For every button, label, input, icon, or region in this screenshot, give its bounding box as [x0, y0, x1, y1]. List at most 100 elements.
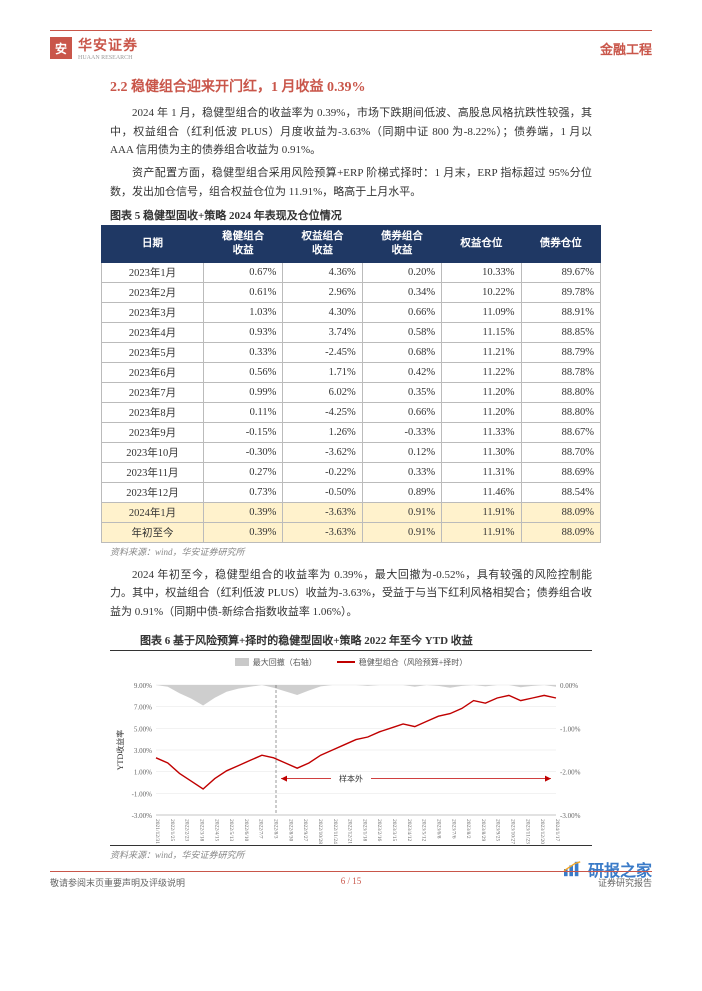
table-cell: 11.30% — [442, 442, 521, 462]
svg-text:2023/6/8: 2023/6/8 — [435, 819, 441, 839]
table-cell: -3.62% — [283, 442, 362, 462]
table-cell: 88.09% — [521, 522, 600, 542]
table-cell: 2023年12月 — [102, 482, 204, 502]
table-cell: 4.36% — [283, 262, 362, 282]
svg-text:2022/8/3: 2022/8/3 — [273, 819, 279, 839]
svg-text:2023/10/27: 2023/10/27 — [510, 819, 516, 844]
svg-text:2023/2/16: 2023/2/16 — [376, 819, 382, 842]
table-cell: 0.67% — [203, 262, 282, 282]
svg-text:2021/12/31: 2021/12/31 — [154, 819, 160, 844]
paragraph-2: 资产配置方面，稳健型组合采用风险预算+ERP 阶梯式择时：1 月末，ERP 指标… — [110, 164, 592, 201]
table-cell: -0.15% — [203, 422, 282, 442]
table-cell: 11.31% — [442, 462, 521, 482]
table-cell: 0.33% — [362, 462, 441, 482]
svg-text:2022/7/7: 2022/7/7 — [258, 819, 264, 839]
table-caption: 图表 5 稳健型固收+策略 2024 年表现及仓位情况 — [110, 207, 652, 223]
table-cell: 88.70% — [521, 442, 600, 462]
table-row: 年初至今0.39%-3.63%0.91%11.91%88.09% — [102, 522, 601, 542]
table-cell: 0.99% — [203, 382, 282, 402]
table-row: 2023年6月0.56%1.71%0.42%11.22%88.78% — [102, 362, 601, 382]
table-cell: 88.67% — [521, 422, 600, 442]
table-cell: -3.63% — [283, 522, 362, 542]
table-cell: 89.78% — [521, 282, 600, 302]
table-cell: -0.33% — [362, 422, 441, 442]
table-cell: 0.12% — [362, 442, 441, 462]
table-row: 2023年11月0.27%-0.22%0.33%11.31%88.69% — [102, 462, 601, 482]
table-cell: 6.02% — [283, 382, 362, 402]
table-cell: 11.33% — [442, 422, 521, 442]
table-row: 2023年5月0.33%-2.45%0.68%11.21%88.79% — [102, 342, 601, 362]
svg-text:2024/1/17: 2024/1/17 — [554, 819, 560, 842]
table-cell: 2023年10月 — [102, 442, 204, 462]
logo-icon: 安 — [50, 37, 72, 59]
table-cell: 0.61% — [203, 282, 282, 302]
paragraph-3: 2024 年初至今，稳健型组合的收益率为 0.39%，最大回撤为-0.52%，具… — [110, 566, 592, 622]
table-cell: 11.22% — [442, 362, 521, 382]
chart-caption: 图表 6 基于风险预算+择时的稳健型固收+策略 2022 年至今 YTD 收益 — [140, 632, 652, 648]
table-row: 2023年2月0.61%2.96%0.34%10.22%89.78% — [102, 282, 601, 302]
table-row: 2023年12月0.73%-0.50%0.89%11.46%88.54% — [102, 482, 601, 502]
table-cell: 11.21% — [442, 342, 521, 362]
svg-text:2022/11/24: 2022/11/24 — [332, 819, 338, 844]
table-cell: 0.35% — [362, 382, 441, 402]
svg-text:2022/4/15: 2022/4/15 — [213, 819, 219, 842]
svg-text:5.00%: 5.00% — [134, 725, 152, 733]
table-cell: 2023年8月 — [102, 402, 204, 422]
svg-text:0.00%: 0.00% — [560, 682, 578, 690]
table-cell: 2023年7月 — [102, 382, 204, 402]
svg-text:2022/1/25: 2022/1/25 — [169, 819, 175, 842]
logo-subtext: HUAAN RESEARCH — [78, 55, 138, 61]
table-cell: 88.80% — [521, 382, 600, 402]
table-row: 2023年10月-0.30%-3.62%0.12%11.30%88.70% — [102, 442, 601, 462]
table-cell: -4.25% — [283, 402, 362, 422]
table-source: 资料来源：wind，华安证券研究所 — [110, 545, 652, 558]
svg-text:2023/7/6: 2023/7/6 — [450, 819, 456, 839]
table-row: 2024年1月0.39%-3.63%0.91%11.91%88.09% — [102, 502, 601, 522]
table-cell: 2023年5月 — [102, 342, 204, 362]
svg-text:-1.00%: -1.00% — [132, 790, 153, 798]
svg-text:2023/4/12: 2023/4/12 — [406, 819, 412, 842]
table-header: 债券仓位 — [521, 226, 600, 262]
svg-text:2022/9/27: 2022/9/27 — [302, 819, 308, 842]
table-cell: 88.85% — [521, 322, 600, 342]
table-cell: 年初至今 — [102, 522, 204, 542]
table-cell: 2023年11月 — [102, 462, 204, 482]
table-cell: 88.69% — [521, 462, 600, 482]
table-cell: -0.50% — [283, 482, 362, 502]
table-cell: 0.91% — [362, 502, 441, 522]
table-cell: -0.30% — [203, 442, 282, 462]
svg-text:2023/11/23: 2023/11/23 — [524, 819, 530, 844]
table-header: 日期 — [102, 226, 204, 262]
table-cell: 2.96% — [283, 282, 362, 302]
table-header: 权益仓位 — [442, 226, 521, 262]
svg-text:2022/6/10: 2022/6/10 — [243, 819, 249, 842]
table-row: 2023年3月1.03%4.30%0.66%11.09%88.91% — [102, 302, 601, 322]
svg-text:-1.00%: -1.00% — [560, 725, 581, 733]
table-cell: 11.20% — [442, 382, 521, 402]
table-row: 2023年9月-0.15%1.26%-0.33%11.33%88.67% — [102, 422, 601, 442]
legend-line: 稳健型组合（风险预算+择时） — [359, 657, 468, 668]
table-cell: 0.34% — [362, 282, 441, 302]
table-cell: 0.91% — [362, 522, 441, 542]
table-cell: 88.80% — [521, 402, 600, 422]
svg-text:7.00%: 7.00% — [134, 703, 152, 711]
table-cell: 2023年6月 — [102, 362, 204, 382]
svg-text:2022/12/21: 2022/12/21 — [347, 819, 353, 844]
table-cell: 1.26% — [283, 422, 362, 442]
table-row: 2023年1月0.67%4.36%0.20%10.33%89.67% — [102, 262, 601, 282]
table-cell: 0.93% — [203, 322, 282, 342]
table-cell: 0.20% — [362, 262, 441, 282]
table-cell: 0.73% — [203, 482, 282, 502]
svg-text:1.00%: 1.00% — [134, 768, 152, 776]
table-header: 债券组合收益 — [362, 226, 441, 262]
table-cell: 0.58% — [362, 322, 441, 342]
svg-text:2022/10/28: 2022/10/28 — [317, 819, 323, 844]
page-footer: 敬请参阅末页重要声明及评级说明 6 / 15 证券研究报告 — [50, 871, 652, 889]
table-cell: 0.11% — [203, 402, 282, 422]
header-category: 金融工程 — [600, 39, 652, 58]
svg-text:3.00%: 3.00% — [134, 747, 152, 755]
table-row: 2023年8月0.11%-4.25%0.66%11.20%88.80% — [102, 402, 601, 422]
table-cell: 89.67% — [521, 262, 600, 282]
legend-drawdown: 最大回撤（右轴） — [253, 657, 317, 668]
svg-text:9.00%: 9.00% — [134, 682, 152, 690]
